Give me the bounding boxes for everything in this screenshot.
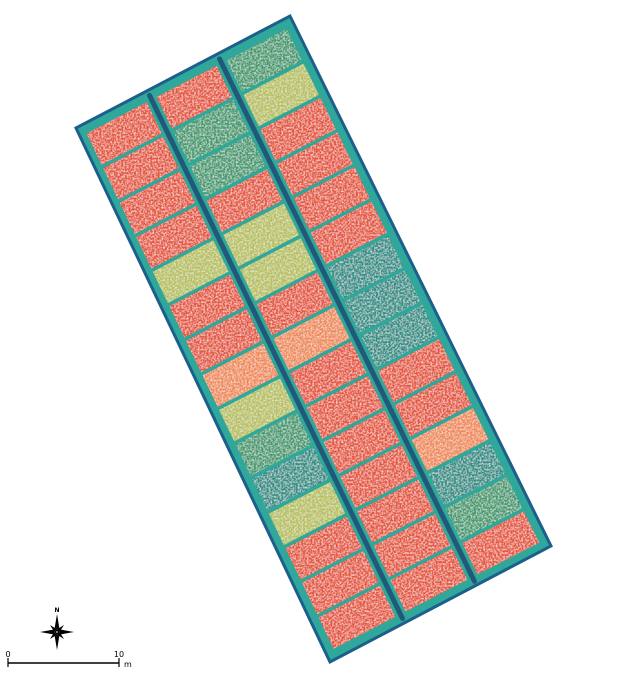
plot-right-12 xyxy=(411,408,489,472)
plot-middle-10 xyxy=(306,376,384,440)
plot-left-13 xyxy=(285,516,362,580)
north-arrow-north-point xyxy=(54,614,60,629)
scale-bar: 0 10 m xyxy=(5,650,132,669)
plot-right-4 xyxy=(277,132,353,196)
plot-left-7 xyxy=(185,309,262,373)
plot-left-5 xyxy=(152,240,229,304)
plot-middle-15 xyxy=(390,548,468,612)
plot-middle-11 xyxy=(323,410,401,474)
plot-right-11 xyxy=(394,373,472,437)
plot-right-7 xyxy=(327,235,404,299)
plot-right-1 xyxy=(226,29,303,92)
plot-right-2 xyxy=(243,63,319,127)
walkway-path-2 xyxy=(217,56,477,584)
plot-left-12 xyxy=(268,481,346,546)
north-arrow-nw xyxy=(50,625,58,633)
orthomosaic-field xyxy=(74,13,553,665)
plot-left-4 xyxy=(136,205,212,269)
plot-middle-7 xyxy=(256,272,333,336)
plot-grid xyxy=(86,29,540,649)
north-arrow-sw xyxy=(50,631,58,639)
plot-left-6 xyxy=(169,274,246,338)
plot-middle-3 xyxy=(189,134,266,198)
north-arrow-west-point xyxy=(40,629,54,635)
plot-middle-14 xyxy=(373,513,451,578)
plot-right-5 xyxy=(293,166,370,230)
plot-left-3 xyxy=(119,171,196,234)
plot-middle-1 xyxy=(156,65,232,129)
plot-left-11 xyxy=(252,447,329,511)
scale-bar-unit-label: m xyxy=(124,660,132,669)
plot-right-6 xyxy=(310,201,387,265)
north-arrow-east-point xyxy=(60,629,74,635)
plot-middle-9 xyxy=(290,341,367,405)
plot-left-8 xyxy=(202,343,279,407)
plot-right-8 xyxy=(344,270,421,334)
north-arrow-ne xyxy=(56,625,64,633)
plot-right-14 xyxy=(445,476,523,540)
plot-left-14 xyxy=(301,550,379,615)
scale-bar-start-label: 0 xyxy=(5,650,10,659)
plot-left-1 xyxy=(86,102,162,165)
plot-middle-5 xyxy=(223,203,300,267)
walkway-path-1 xyxy=(147,92,405,621)
north-label: N xyxy=(54,607,59,614)
plot-left-10 xyxy=(235,412,312,476)
plot-middle-6 xyxy=(240,238,316,301)
north-arrow: N xyxy=(40,607,74,650)
plot-left-9 xyxy=(219,378,296,442)
plot-right-15 xyxy=(462,511,540,575)
plot-right-9 xyxy=(361,304,438,368)
north-arrow-south-point xyxy=(54,635,60,650)
plot-middle-13 xyxy=(356,479,434,543)
plot-left-2 xyxy=(103,136,179,200)
walkway-paths xyxy=(147,56,477,621)
plot-left-15 xyxy=(318,585,396,649)
plot-middle-2 xyxy=(173,100,249,163)
plot-middle-4 xyxy=(206,169,283,232)
plot-right-10 xyxy=(378,339,455,403)
north-arrow-se xyxy=(56,631,64,639)
plot-right-13 xyxy=(428,442,506,506)
plot-right-3 xyxy=(260,98,336,161)
plot-middle-8 xyxy=(273,307,350,370)
plot-middle-12 xyxy=(340,444,417,509)
scale-bar-end-label: 10 xyxy=(114,650,124,659)
